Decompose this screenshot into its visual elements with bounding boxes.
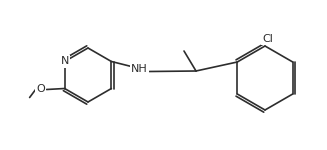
Text: N: N (60, 57, 69, 66)
Text: NH: NH (131, 63, 148, 74)
Text: Cl: Cl (263, 34, 273, 44)
Text: O: O (36, 84, 45, 94)
